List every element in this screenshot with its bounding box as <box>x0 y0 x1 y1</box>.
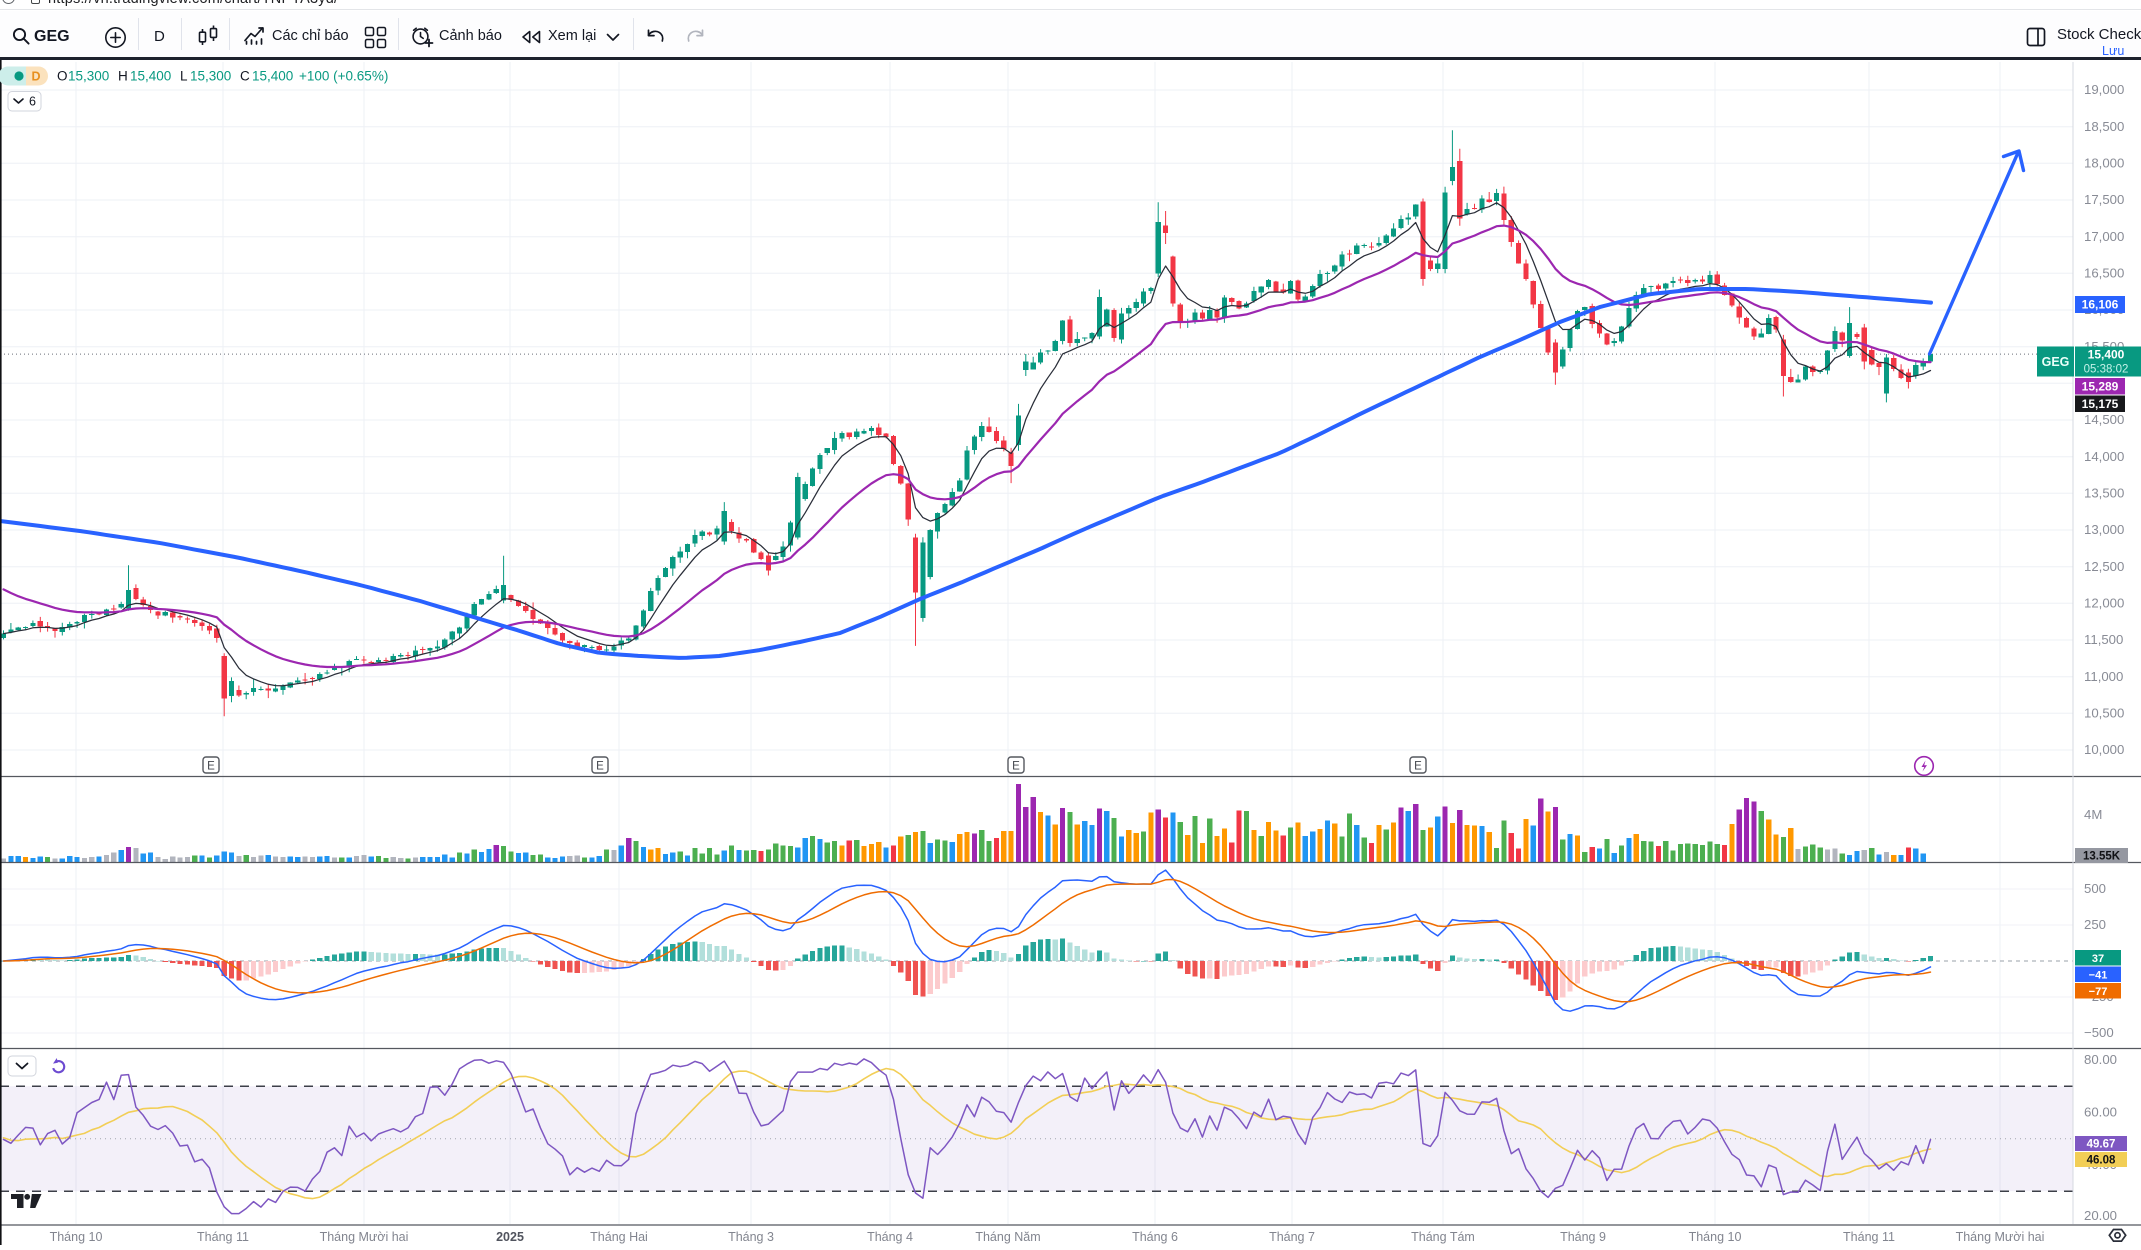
svg-text:−77: −77 <box>2089 986 2108 998</box>
svg-text:49.67: 49.67 <box>2087 1139 2116 1151</box>
svg-text:−41: −41 <box>2089 970 2108 982</box>
svg-text:13.55K: 13.55K <box>2083 851 2121 863</box>
svg-text:15,400: 15,400 <box>2088 348 2125 362</box>
svg-text:80.00: 80.00 <box>2084 1052 2117 1067</box>
svg-text:20.00: 20.00 <box>2084 1208 2117 1223</box>
svg-text:Tháng Mười hai: Tháng Mười hai <box>1956 1230 2045 1244</box>
svg-text:E: E <box>596 761 604 773</box>
svg-text:250: 250 <box>2084 917 2106 932</box>
svg-text:Tháng 9: Tháng 9 <box>1560 1230 1606 1244</box>
svg-text:15,400: 15,400 <box>252 69 293 84</box>
svg-text:2025: 2025 <box>496 1230 524 1244</box>
svg-text:05:38:02: 05:38:02 <box>2084 364 2129 376</box>
svg-text:Tháng 3: Tháng 3 <box>728 1230 774 1244</box>
svg-text:15,300: 15,300 <box>190 69 231 84</box>
svg-text:14,000: 14,000 <box>2084 449 2124 464</box>
svg-text:37: 37 <box>2092 953 2104 965</box>
svg-text:14,500: 14,500 <box>2084 412 2124 427</box>
svg-text:H: H <box>118 69 128 84</box>
svg-text:46.08: 46.08 <box>2087 1155 2116 1167</box>
svg-text:16,500: 16,500 <box>2084 266 2124 281</box>
svg-text:11,000: 11,000 <box>2084 669 2123 684</box>
svg-text:E: E <box>1414 761 1422 773</box>
svg-text:18,000: 18,000 <box>2084 156 2124 171</box>
svg-text:15,400: 15,400 <box>130 69 171 84</box>
svg-text:C: C <box>240 69 250 84</box>
svg-text:E: E <box>207 761 215 773</box>
svg-text:Tháng Năm: Tháng Năm <box>975 1230 1040 1244</box>
svg-text:Tháng 4: Tháng 4 <box>867 1230 913 1244</box>
svg-text:19,000: 19,000 <box>2084 82 2124 97</box>
svg-text:GEG: GEG <box>2042 355 2070 369</box>
svg-text:−500: −500 <box>2084 1025 2114 1040</box>
svg-text:Tháng Tám: Tháng Tám <box>1411 1230 1475 1244</box>
svg-text:Tháng Hai: Tháng Hai <box>590 1230 648 1244</box>
svg-text:18,500: 18,500 <box>2084 119 2124 134</box>
svg-text:17,000: 17,000 <box>2084 229 2124 244</box>
svg-text:12,500: 12,500 <box>2084 559 2124 574</box>
svg-text:L: L <box>180 69 188 84</box>
svg-text:O: O <box>57 69 68 84</box>
svg-text:4M: 4M <box>2084 807 2102 822</box>
svg-text:16,106: 16,106 <box>2082 298 2119 312</box>
svg-text:Tháng 11: Tháng 11 <box>1843 1230 1895 1244</box>
svg-text:Tháng 7: Tháng 7 <box>1269 1230 1315 1244</box>
svg-text:15,300: 15,300 <box>68 69 109 84</box>
svg-text:60.00: 60.00 <box>2084 1105 2117 1120</box>
svg-text:Tháng 10: Tháng 10 <box>1689 1230 1742 1244</box>
svg-text:Tháng 10: Tháng 10 <box>50 1230 103 1244</box>
svg-text:15,175: 15,175 <box>2082 397 2119 411</box>
svg-text:10,500: 10,500 <box>2084 706 2124 721</box>
svg-text:D: D <box>31 70 40 84</box>
svg-text:11,500: 11,500 <box>2084 632 2123 647</box>
svg-text:15,289: 15,289 <box>2082 379 2119 393</box>
svg-text:13,500: 13,500 <box>2084 486 2124 501</box>
svg-text:+100 (+0.65%): +100 (+0.65%) <box>299 69 388 84</box>
svg-text:12,000: 12,000 <box>2084 596 2124 611</box>
svg-text:E: E <box>1012 761 1020 773</box>
svg-text:17,500: 17,500 <box>2084 192 2124 207</box>
svg-text:Tháng 11: Tháng 11 <box>197 1230 249 1244</box>
svg-text:13,000: 13,000 <box>2084 522 2124 537</box>
svg-text:6: 6 <box>29 95 36 109</box>
svg-text:Tháng Mười hai: Tháng Mười hai <box>320 1230 409 1244</box>
svg-text:10,000: 10,000 <box>2084 742 2124 757</box>
svg-text:500: 500 <box>2084 881 2106 896</box>
svg-text:Tháng 6: Tháng 6 <box>1132 1230 1178 1244</box>
